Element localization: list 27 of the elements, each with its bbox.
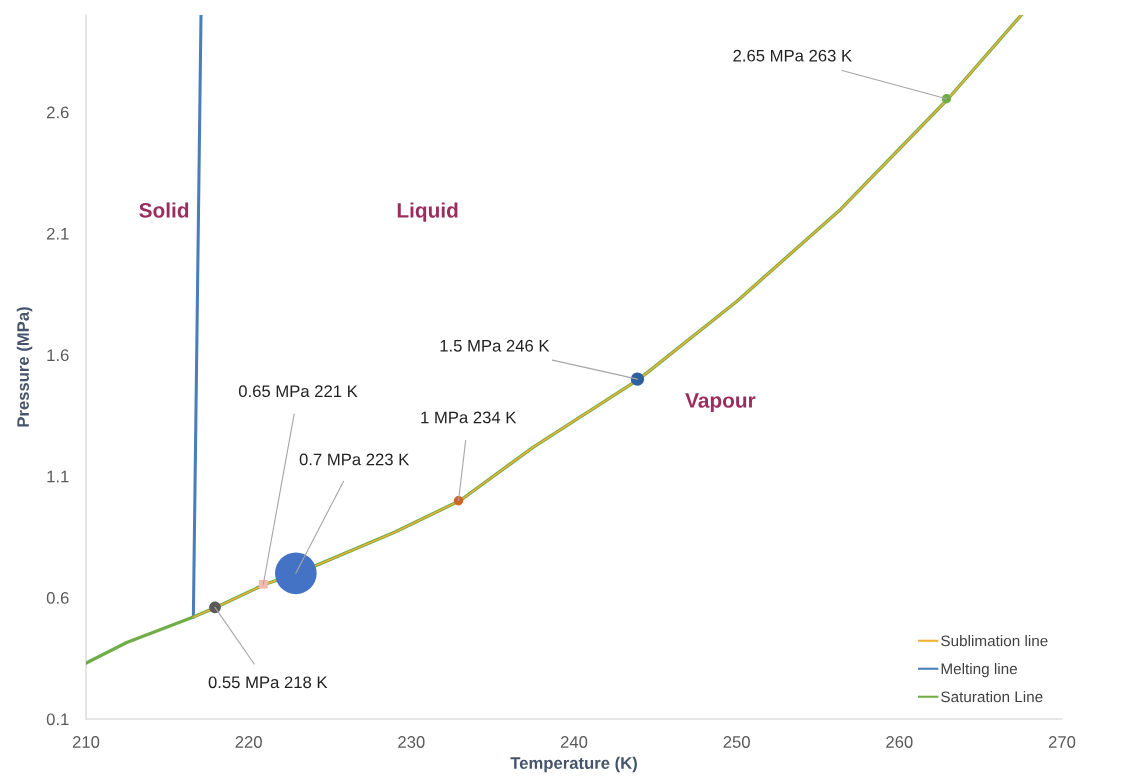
- y-tick-label: 2.1: [47, 227, 69, 240]
- x-tick-label: 230: [398, 736, 425, 748]
- annotation: 1.5 MPa 246 K: [440, 339, 550, 352]
- x-tick-label: 220: [235, 736, 262, 748]
- x-tick-label: 250: [723, 736, 750, 748]
- annotation: 0.65 MPa 221 K: [238, 385, 358, 398]
- annotation: 2.65 MPa 263 K: [733, 49, 852, 62]
- x-tick-label: 210: [72, 736, 100, 748]
- y-tick-label: 2.6: [47, 106, 69, 119]
- y-tick-label: 1.1: [47, 470, 69, 483]
- x-tick-label: 240: [560, 736, 588, 748]
- legend-label: Saturation Line: [941, 691, 1043, 703]
- annotation: 0.55 MPa 218 K: [208, 676, 328, 689]
- x-axis-title: Temperature (K): [510, 756, 637, 773]
- legend-label: Melting line: [941, 663, 1017, 678]
- annotation: Solid: [139, 202, 189, 218]
- annotation: Liquid: [397, 202, 458, 222]
- annotation: 0.7 MPa 223 K: [299, 453, 410, 466]
- annotation: Vapour: [685, 393, 756, 412]
- annotation: 1 MPa 234 K: [421, 411, 517, 424]
- y-tick-label: 0.6: [46, 592, 69, 604]
- y-tick-label: 1.6: [47, 349, 69, 362]
- y-tick-label: 0.1: [46, 713, 69, 726]
- legend-label: Sublimation line: [941, 635, 1048, 647]
- x-tick-label: 270: [1048, 736, 1076, 748]
- x-tick-label: 260: [886, 736, 913, 748]
- y-axis-title: Pressure (MPa): [16, 307, 33, 427]
